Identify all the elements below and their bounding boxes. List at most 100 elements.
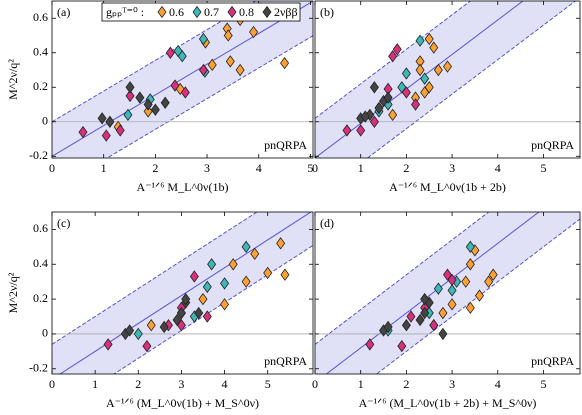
data-point: [198, 292, 208, 306]
data-point: [465, 301, 475, 314]
data-point: [115, 124, 125, 137]
plot-frame: [51, 211, 314, 375]
data-point: [411, 98, 421, 111]
data-point: [415, 34, 425, 47]
data-point: [103, 338, 113, 351]
annotation: pnQRPA: [531, 138, 574, 152]
data-point: [420, 292, 430, 306]
data-point: [276, 237, 286, 250]
data-point: [241, 275, 251, 288]
data-point: [125, 324, 135, 337]
data-point: [365, 338, 375, 351]
fit-band-edge: [52, 212, 258, 345]
y-axis-label: M^2ν/q²: [6, 272, 20, 313]
data-point: [424, 32, 434, 46]
x-tick-label: 2: [403, 377, 409, 391]
data-point: [461, 275, 471, 288]
data-point: [383, 91, 393, 104]
x-tick-label: 2: [152, 161, 158, 175]
data-point: [207, 258, 217, 271]
data-point: [180, 86, 190, 99]
y-tick-label: 0.2: [33, 291, 48, 305]
panel-label: (d): [320, 216, 334, 230]
plot-frame: [51, 0, 314, 159]
data-point: [342, 124, 352, 137]
data-point: [135, 91, 145, 104]
data-point: [465, 240, 475, 254]
legend-label: 0.7: [204, 5, 219, 19]
x-tick-label: 3: [178, 377, 184, 391]
data-point: [263, 266, 273, 280]
data-point: [447, 273, 457, 287]
annotation: pnQRPA: [264, 138, 307, 152]
x-tick-label: 5: [307, 161, 313, 175]
data-point: [105, 115, 115, 128]
y-tick-label: 0.6: [33, 221, 48, 235]
data-point: [401, 86, 411, 99]
data-point: [424, 81, 434, 94]
data-point: [406, 310, 416, 323]
data-point: [202, 310, 212, 323]
data-point: [438, 306, 448, 320]
data-point: [249, 25, 259, 39]
x-tick-label: 4: [495, 161, 501, 175]
legend-label: 0.8: [239, 5, 254, 19]
x-tick-label: 2: [135, 377, 141, 391]
data-point: [101, 129, 111, 142]
data-point: [235, 63, 245, 77]
data-point: [433, 63, 443, 77]
data-point: [447, 284, 457, 297]
fit-band: [315, 212, 580, 374]
data-point: [392, 43, 402, 56]
x-tick-label: 4: [222, 377, 228, 391]
data-point: [181, 292, 191, 306]
x-tick-label: 3: [204, 161, 210, 175]
x-axis-label: A⁻¹ᐟ⁶ (M_L^0ν(1b + 2b) + M_S^0ν): [359, 396, 537, 410]
fit-band-edge: [315, 212, 490, 345]
fit-line: [52, 1, 313, 157]
plot-frame: [314, 0, 581, 159]
data-point: [165, 46, 175, 59]
data-point: [484, 275, 494, 288]
x-tick-label: 0: [49, 377, 55, 391]
x-tick-label: 0: [49, 161, 55, 175]
x-tick-label: 1: [92, 377, 98, 391]
plot-frame: [314, 211, 581, 375]
legend-label: 0.6: [169, 5, 184, 19]
data-point: [420, 72, 430, 85]
data-point: [143, 105, 153, 118]
annotation: pnQRPA: [264, 354, 307, 368]
fit-line: [325, 212, 540, 374]
panel-label: (b): [320, 5, 334, 19]
x-tick-label: 0: [312, 161, 318, 175]
data-point: [250, 247, 260, 260]
y-tick-label: 0.4: [33, 256, 48, 270]
panel: [52, 1, 313, 158]
fit-band-edge: [375, 218, 580, 374]
data-point: [176, 306, 186, 320]
data-point: [433, 282, 443, 295]
data-point: [383, 320, 393, 334]
data-point: [97, 112, 107, 125]
data-point: [374, 101, 384, 115]
data-point: [133, 327, 143, 341]
data-point: [170, 79, 180, 92]
x-axis-label: A⁻¹ᐟ⁶ M_L^0ν(1b + 2b): [389, 180, 506, 194]
data-point: [198, 32, 208, 46]
y-axis-label: M^2ν/q²: [6, 59, 20, 100]
data-point: [78, 125, 88, 139]
x-tick-label: 0: [312, 377, 318, 391]
legend-marker: [262, 5, 272, 19]
fit-band-edge: [106, 35, 313, 158]
x-tick-label: 3: [449, 377, 455, 391]
panel-label: (c): [57, 216, 70, 230]
data-point: [465, 258, 475, 271]
data-point: [397, 339, 407, 353]
data-point: [146, 319, 156, 332]
data-point: [220, 277, 230, 290]
data-point: [429, 41, 439, 54]
data-point: [241, 240, 251, 254]
data-point: [401, 319, 411, 332]
legend-marker: [227, 5, 237, 19]
